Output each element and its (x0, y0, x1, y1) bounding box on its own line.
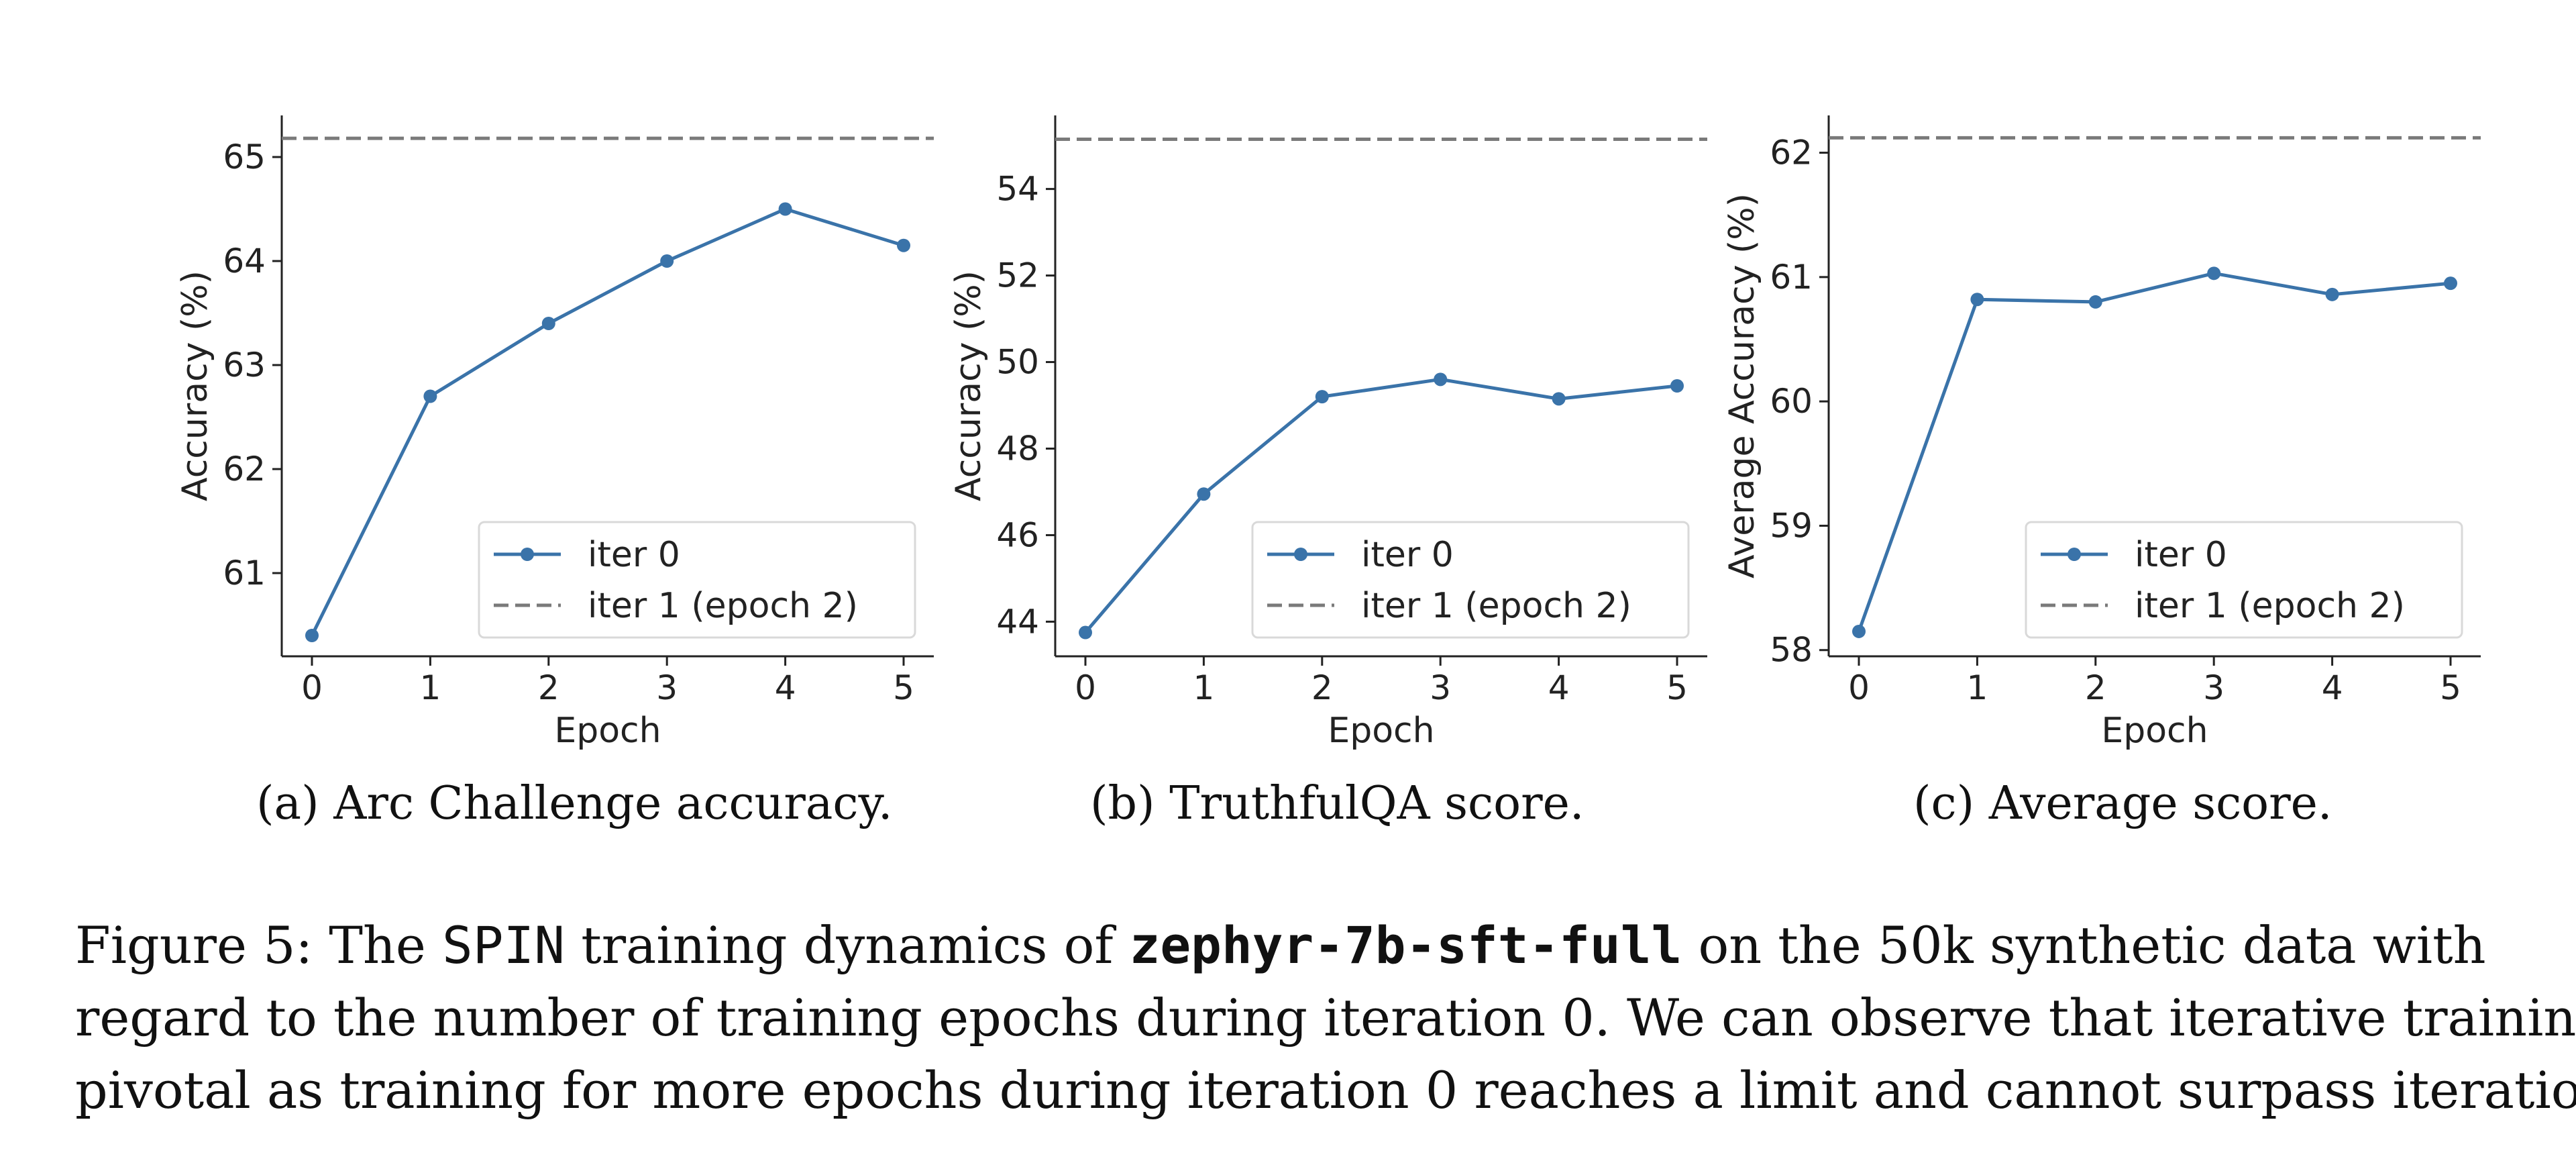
y-tick-label-c: 62 (1770, 134, 1813, 172)
y-axis-label-b: Accuracy (%) (949, 270, 989, 501)
x-axis-label-a: Epoch (554, 711, 661, 751)
data-point-b (1434, 372, 1448, 387)
x-tick-label-a: 2 (538, 668, 559, 707)
legend-box-b (1251, 521, 1690, 639)
data-point-a (423, 389, 437, 403)
legend-box-a (478, 521, 916, 639)
x-axis-label-b: Epoch (1328, 711, 1434, 751)
y-tick-label-a: 61 (223, 554, 266, 593)
data-point-c (2444, 276, 2457, 291)
data-point-a (660, 254, 674, 268)
y-tick-label-b: 44 (996, 602, 1039, 641)
legend-b: iter 0 iter 1 (epoch 2) (1251, 521, 1690, 639)
y-axis-label-c: Average Accuracy (%) (1722, 193, 1762, 578)
y-tick-label-c: 60 (1770, 382, 1813, 421)
legend-marker-iter0-c (2068, 548, 2081, 561)
x-tick-label-b: 4 (1548, 668, 1570, 707)
data-point-b (1315, 390, 1329, 404)
legend-label-iter1-a: iter 1 (epoch 2) (588, 586, 858, 626)
data-point-a (778, 202, 792, 216)
legend-label-iter1-b: iter 1 (epoch 2) (1361, 586, 1631, 626)
series-line-b (1084, 377, 1678, 634)
y-tick-label-b: 54 (996, 170, 1039, 209)
x-tick-label-c: 2 (2085, 668, 2106, 707)
y-tick-label-a: 62 (223, 450, 266, 489)
x-tick-label-b: 5 (1666, 668, 1688, 707)
x-tick-label-b: 2 (1311, 668, 1333, 707)
x-tick-label-b: 0 (1075, 668, 1096, 707)
subcaption-a: (a) Arc Challenge accuracy. (256, 777, 893, 830)
legend-box-c (2025, 521, 2463, 639)
data-point-c (1852, 624, 1866, 638)
subcaption-b: (b) TruthfulQA score. (1090, 777, 1585, 830)
y-tick-label-b: 48 (996, 429, 1039, 468)
caption-text-3: on the 50k synthetic data with (1682, 915, 2486, 975)
caption-text-2: training dynamics of (565, 915, 1130, 975)
legend-c: iter 0 iter 1 (epoch 2) (2025, 521, 2463, 639)
x-tick-label-a: 0 (301, 668, 323, 707)
data-point-c (2325, 287, 2339, 301)
x-tick-label-a: 5 (893, 668, 914, 707)
y-tick-label-a: 63 (223, 346, 266, 385)
data-point-b (1552, 392, 1566, 406)
x-tick-label-a: 4 (775, 668, 796, 707)
legend-label-iter0-c: iter 0 (2135, 535, 2227, 575)
data-point-b (1670, 379, 1684, 393)
chart-b: 44 46 48 50 52 54 0 1 2 3 4 5 Epoch Accuracy (%) iter … (949, 115, 1707, 751)
data-point-a (897, 238, 910, 252)
x-tick-label-b: 1 (1193, 668, 1214, 707)
y-axis-label-a: Accuracy (%) (175, 270, 215, 501)
x-tick-label-c: 0 (1848, 668, 1870, 707)
subcaption-c: (c) Average score. (1913, 777, 2332, 830)
y-tick-label-a: 65 (223, 138, 266, 176)
legend-label-iter0-a: iter 0 (588, 535, 680, 575)
data-point-c (2207, 266, 2221, 281)
series-line-c (1857, 271, 2451, 632)
data-point-b (1079, 625, 1092, 640)
chart-c: 58 59 60 61 62 0 1 2 3 4 5 Epoch Average Accuracy (%… (1722, 115, 2481, 751)
figure-caption: Figure 5: The SPIN training dynamics of … (75, 909, 2576, 1127)
caption-text-1: The (313, 915, 442, 975)
legend-label-iter0-b: iter 0 (1361, 535, 1454, 575)
y-tick-label-b: 46 (996, 515, 1039, 554)
y-tick-label-c: 61 (1770, 258, 1813, 297)
legend-label-iter1-c: iter 1 (epoch 2) (2135, 586, 2405, 626)
x-tick-label-b: 3 (1430, 668, 1451, 707)
caption-line-2: regard to the number of training epochs … (75, 988, 2576, 1048)
y-tick-label-b: 52 (996, 256, 1039, 295)
caption-method: SPIN (442, 915, 566, 975)
x-tick-label-a: 3 (656, 668, 678, 707)
data-point-b (1197, 487, 1211, 501)
data-point-c (1970, 293, 1984, 307)
caption-label: Figure 5: (75, 915, 313, 975)
y-tick-label-c: 59 (1770, 506, 1813, 545)
series-line-a (310, 207, 904, 637)
y-tick-label-c: 58 (1770, 631, 1813, 670)
data-point-a (305, 629, 319, 642)
caption-line-3: pivotal as training for more epochs duri… (75, 1060, 2576, 1120)
legend-marker-iter0-a (521, 548, 534, 561)
x-tick-label-c: 5 (2440, 668, 2461, 707)
y-tick-label-a: 64 (223, 242, 266, 281)
data-point-a (541, 317, 555, 330)
caption-line-1: Figure 5: The SPIN training dynamics of … (75, 909, 2576, 982)
legend-a: iter 0 iter 1 (epoch 2) (478, 521, 916, 639)
legend-marker-iter0-b (1294, 548, 1307, 561)
data-point-c (2088, 295, 2102, 309)
x-tick-label-c: 3 (2203, 668, 2224, 707)
y-tick-label-b: 50 (996, 343, 1039, 382)
x-tick-label-c: 4 (2322, 668, 2343, 707)
x-tick-label-c: 1 (1966, 668, 1988, 707)
x-tick-label-a: 1 (419, 668, 441, 707)
x-axis-label-c: Epoch (2101, 711, 2208, 751)
caption-model: zephyr-7b-sft-full (1129, 915, 1682, 975)
